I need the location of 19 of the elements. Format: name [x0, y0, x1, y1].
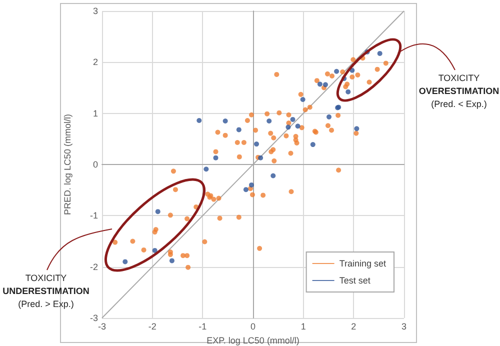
- x-tick-label: -2: [148, 322, 156, 332]
- x-tick-label: 2: [351, 322, 356, 332]
- y-tick-label: -1: [90, 210, 98, 221]
- y-tick-label: -3: [90, 313, 98, 323]
- y-tick-label: -2: [90, 262, 98, 272]
- x-tick-label: 1: [300, 322, 306, 332]
- y-axis-title: PRED. log LC50 (mmol/l): [62, 114, 72, 216]
- y-tick-label: 1: [92, 108, 98, 118]
- x-axis-title: EXP. log LC50 (mmol/l): [206, 335, 300, 346]
- text: TOXICITY UNDERESTIMATION (Pred. > Exp.): [2, 272, 90, 311]
- y-tick-label: 0: [92, 160, 98, 170]
- legend-label: Test set: [339, 276, 371, 286]
- text: TOXICITY OVERESTIMATION (Pred. < Exp.): [418, 72, 500, 111]
- x-tick-label: 0: [250, 322, 256, 332]
- legend-label: Training set: [339, 258, 386, 268]
- y-tick-label: 2: [92, 57, 98, 68]
- x-tick-label: 3: [401, 322, 407, 332]
- x-tick-label: -1: [198, 322, 207, 332]
- y-tick-label: 3: [92, 6, 98, 16]
